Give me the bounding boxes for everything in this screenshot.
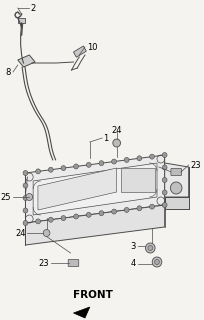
Text: 2: 2 — [30, 4, 35, 12]
Circle shape — [61, 165, 65, 171]
Text: 1: 1 — [103, 133, 108, 142]
Polygon shape — [164, 197, 188, 209]
Circle shape — [154, 260, 159, 265]
FancyBboxPatch shape — [68, 260, 78, 267]
Text: 24: 24 — [15, 228, 25, 237]
Circle shape — [112, 139, 120, 147]
Circle shape — [61, 216, 65, 220]
Circle shape — [111, 209, 116, 214]
Polygon shape — [25, 205, 164, 245]
Text: FRONT: FRONT — [72, 290, 112, 300]
Circle shape — [48, 167, 53, 172]
Circle shape — [147, 245, 152, 251]
FancyBboxPatch shape — [170, 169, 181, 175]
Text: 23: 23 — [39, 259, 49, 268]
Circle shape — [124, 157, 129, 163]
Text: 23: 23 — [190, 161, 200, 170]
Polygon shape — [33, 163, 156, 215]
Circle shape — [73, 164, 78, 169]
Polygon shape — [164, 163, 188, 197]
Bar — [73, 46, 86, 57]
Circle shape — [151, 257, 161, 267]
Circle shape — [170, 182, 181, 194]
Circle shape — [162, 203, 166, 207]
Circle shape — [145, 243, 154, 253]
Text: 24: 24 — [111, 125, 121, 134]
Circle shape — [23, 183, 28, 188]
Bar — [18, 18, 25, 23]
Text: 8: 8 — [6, 68, 11, 76]
Circle shape — [162, 190, 166, 195]
Circle shape — [149, 204, 154, 209]
Text: 3: 3 — [130, 242, 135, 251]
Circle shape — [35, 169, 40, 174]
Polygon shape — [38, 168, 116, 210]
Circle shape — [86, 212, 91, 217]
Text: 10: 10 — [86, 43, 97, 52]
Circle shape — [124, 207, 129, 212]
Circle shape — [99, 161, 103, 166]
Polygon shape — [73, 307, 89, 318]
Circle shape — [162, 153, 166, 157]
Circle shape — [111, 159, 116, 164]
Circle shape — [162, 165, 166, 170]
Polygon shape — [120, 168, 154, 192]
Polygon shape — [18, 55, 35, 67]
Polygon shape — [25, 155, 164, 223]
Circle shape — [136, 156, 141, 161]
Circle shape — [26, 194, 32, 201]
Circle shape — [136, 206, 141, 211]
Circle shape — [162, 178, 166, 182]
Circle shape — [149, 154, 154, 159]
Circle shape — [23, 196, 28, 201]
Circle shape — [48, 217, 53, 222]
Circle shape — [23, 171, 28, 175]
Circle shape — [43, 229, 50, 236]
Circle shape — [73, 214, 78, 219]
Circle shape — [99, 211, 103, 216]
Circle shape — [35, 219, 40, 224]
Circle shape — [86, 162, 91, 167]
Circle shape — [23, 220, 28, 226]
Text: 4: 4 — [130, 260, 135, 268]
Circle shape — [23, 208, 28, 213]
Text: 25: 25 — [1, 193, 11, 202]
